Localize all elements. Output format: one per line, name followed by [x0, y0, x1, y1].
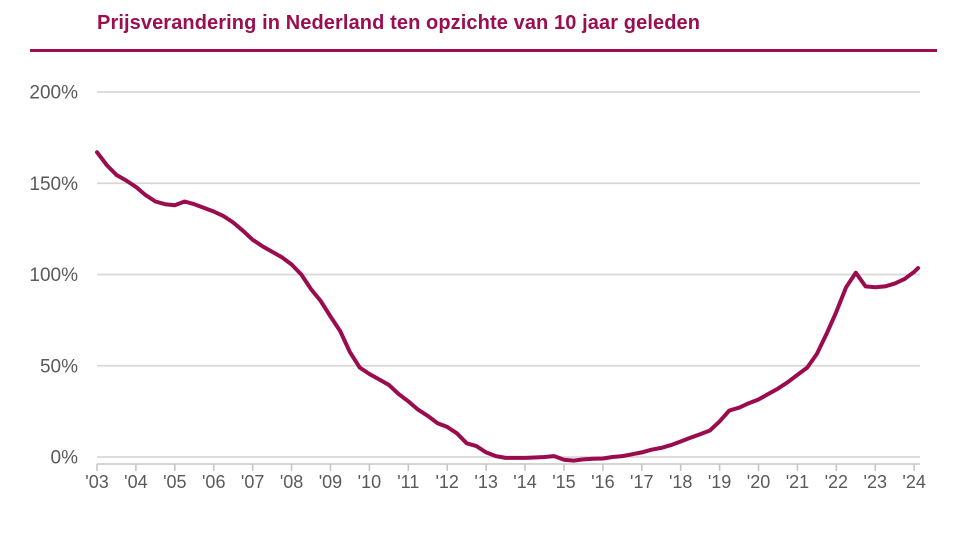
x-tick-label: '07	[241, 472, 264, 492]
x-tick-label: '08	[280, 472, 303, 492]
x-tick-label: '03	[85, 472, 108, 492]
price-change-line	[95, 150, 921, 463]
x-tick-label: '16	[591, 472, 614, 492]
y-tick-label: 50%	[40, 356, 78, 377]
title-rule	[30, 49, 937, 52]
x-tick-label: '06	[202, 472, 225, 492]
x-tick-label: '18	[669, 472, 692, 492]
x-tick-label: '24	[902, 472, 925, 492]
x-tick-label: '22	[825, 472, 848, 492]
x-tick-label: '14	[513, 472, 536, 492]
x-tick-label: '20	[747, 472, 770, 492]
x-tick-label: '17	[630, 472, 653, 492]
y-tick-label: 0%	[51, 448, 79, 469]
y-tick-label: 100%	[29, 265, 78, 286]
x-tick-label: '13	[474, 472, 497, 492]
x-tick-label: '04	[124, 472, 147, 492]
x-tick-label: '21	[786, 472, 809, 492]
x-tick-label: '15	[552, 472, 575, 492]
x-tick-label: '09	[319, 472, 342, 492]
x-tick-label: '19	[708, 472, 731, 492]
x-tick-label: '10	[358, 472, 381, 492]
y-tick-label: 150%	[29, 174, 78, 195]
chart-title: Prijsverandering in Nederland ten opzich…	[97, 12, 701, 34]
x-tick-label: '23	[864, 472, 887, 492]
x-tick-label: '11	[397, 472, 419, 492]
y-tick-label: 200%	[29, 83, 78, 104]
x-tick-label: '12	[435, 472, 458, 492]
x-tick-label: '05	[163, 472, 186, 492]
